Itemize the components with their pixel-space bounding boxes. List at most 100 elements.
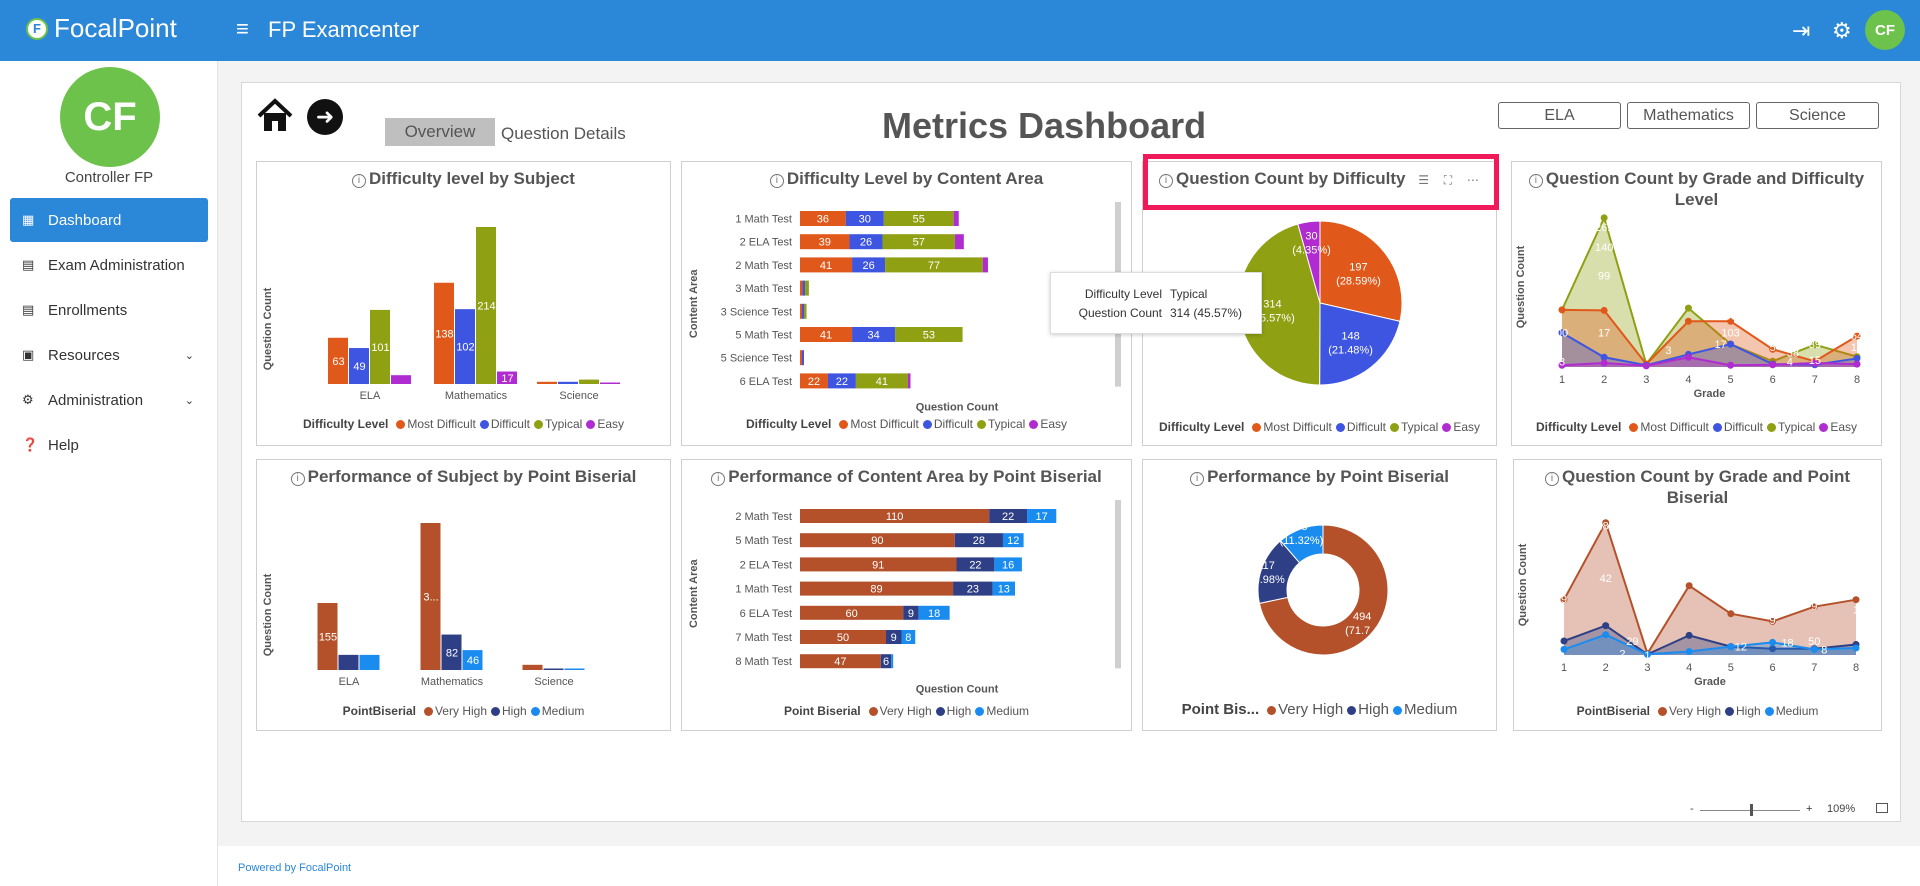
info-icon[interactable]: i (290, 472, 305, 486)
chart-card-subject-by-point-biserial[interactable]: i Performance of Subject by Point Biseria… (256, 459, 671, 731)
bar (391, 375, 411, 384)
data-label: 50 (837, 632, 849, 644)
chart-legend: Difficulty Level Most Difficult Difficult T… (1512, 420, 1881, 434)
legend-entry[interactable]: Medium (1775, 704, 1819, 718)
subject-button-mathematics[interactable]: Mathematics (1627, 102, 1750, 129)
home-icon[interactable] (256, 97, 294, 135)
legend-entry[interactable]: Difficult (1723, 420, 1763, 434)
legend-entry[interactable]: Most Difficult (850, 417, 919, 431)
info-icon[interactable]: i (1528, 174, 1543, 188)
legend-entry[interactable]: Very High (434, 704, 487, 718)
zoom-out-button[interactable]: - (1690, 803, 1694, 815)
data-point (1727, 643, 1735, 651)
legend-entry[interactable]: High (946, 704, 972, 718)
chart-title: i Question Count by Grade and Point Biser… (1514, 466, 1881, 508)
series-line (1561, 308, 1858, 366)
legend-entry[interactable]: High (502, 704, 527, 718)
legend-entry[interactable]: Typical (987, 417, 1026, 431)
bar (954, 533, 1003, 548)
tab-overview[interactable]: Overview (385, 118, 495, 146)
series-line (1563, 520, 1857, 656)
legend-entry[interactable]: Typical (1400, 420, 1439, 434)
chart-legend: Difficulty Level Most Difficult Difficult T… (1143, 420, 1496, 434)
sidebar-item-label: Enrollments (48, 301, 128, 319)
data-point (1769, 645, 1777, 653)
fit-to-page-icon[interactable] (1876, 803, 1888, 813)
brand-logo[interactable]: F FocalPoint (26, 13, 177, 44)
more-options-icon[interactable]: ⋯ (1466, 173, 1479, 187)
chart-card-grade-and-difficulty[interactable]: i Question Count by Grade and Difficulty … (1511, 161, 1882, 446)
data-label: 49 (353, 361, 365, 373)
bar (420, 523, 441, 670)
legend-entry[interactable]: Very High (1668, 704, 1721, 718)
menu-icon[interactable]: ≡ (236, 16, 249, 41)
legend-entry[interactable]: Most Difficult (1640, 420, 1709, 434)
data-label: 89 (870, 584, 882, 596)
info-icon[interactable]: i (1159, 174, 1173, 188)
legend-entry[interactable]: Typical (544, 417, 583, 431)
legend-entry[interactable]: Medium (541, 704, 585, 718)
chart-card-grade-and-point-biserial[interactable]: i Question Count by Grade and Point Biser… (1513, 459, 1882, 731)
legend-title: Difficulty Level (746, 417, 832, 431)
sidebar-item-administration[interactable]: ⚙ Administration ⌄ (10, 378, 208, 422)
focus-mode-icon[interactable]: ⛶ (1443, 173, 1453, 187)
sidebar-item-dashboard[interactable]: ▦ Dashboard (10, 198, 208, 242)
sidebar-item-enrollments[interactable]: ▤ Enrollments (10, 288, 208, 332)
chart-card-difficulty-by-subject[interactable]: i Difficulty level by Subject Question Co… (256, 161, 671, 446)
tab-question-details[interactable]: Question Details (501, 124, 626, 143)
legend-entry[interactable]: Very High (1278, 701, 1344, 718)
legend-entry[interactable]: Easy (597, 417, 624, 431)
legend-entry[interactable]: Very High (879, 704, 932, 718)
legend-entry[interactable]: Difficult (933, 417, 973, 431)
filter-icon[interactable]: ☰ (1418, 173, 1429, 187)
tick-label: 5 Math Test (735, 535, 792, 547)
legend-entry[interactable]: High (1736, 704, 1761, 718)
legend-entry[interactable]: Medium (986, 704, 1030, 718)
legend-swatch (586, 420, 596, 429)
legend-entry[interactable]: Most Difficult (1263, 420, 1332, 434)
back-arrow-icon[interactable]: ➜ (307, 99, 343, 135)
zoom-slider-thumb[interactable] (1750, 804, 1753, 816)
tick-label: 2 (1603, 662, 1609, 674)
info-icon[interactable]: i (769, 174, 784, 188)
legend-entry[interactable]: High (1358, 701, 1390, 718)
info-icon[interactable]: i (352, 174, 367, 188)
data-label: 148 (1341, 331, 1359, 343)
bar (800, 280, 803, 296)
bar (800, 557, 957, 572)
legend-entry[interactable]: Easy (1453, 420, 1480, 434)
zoom-in-button[interactable]: + (1806, 803, 1813, 815)
data-label: 9 (1811, 601, 1817, 613)
legend-entry[interactable]: Difficult (1346, 420, 1386, 434)
legend-swatch (935, 707, 945, 716)
bar (852, 327, 896, 342)
info-icon[interactable]: i (1190, 472, 1205, 486)
sidebar-item-resources[interactable]: ▣ Resources ⌄ (10, 333, 208, 377)
data-label: 16.98% (1248, 574, 1286, 586)
subject-button-science[interactable]: Science (1756, 102, 1879, 129)
subject-button-ela[interactable]: ELA (1498, 102, 1621, 129)
legend-entry[interactable]: Typical (1777, 420, 1816, 434)
info-icon[interactable]: i (1544, 472, 1559, 486)
legend-entry[interactable]: Easy (1040, 417, 1067, 431)
info-icon[interactable]: i (711, 472, 726, 486)
data-label: (28.59%) (1336, 275, 1381, 287)
legend-entry[interactable]: Most Difficult (407, 417, 476, 431)
data-label: (21.48%) (1328, 345, 1373, 357)
legend-entry[interactable]: Medium (1404, 701, 1458, 718)
legend-entry[interactable]: Difficult (490, 417, 530, 431)
logout-icon[interactable]: ⇥ (1792, 18, 1811, 43)
chart-card-content-area-by-point-biserial[interactable]: i Performance of Content Area by Point Bi… (681, 459, 1132, 731)
sidebar-item-exam-administration[interactable]: ▤ Exam Administration (10, 243, 208, 287)
powered-by-link[interactable]: Powered by FocalPoint (238, 862, 352, 874)
data-label: 23 (967, 584, 979, 596)
settings-gear-icon[interactable]: ⚙ (1832, 18, 1852, 43)
chart-card-performance-by-point-biserial[interactable]: i Performance by Point Biserial 494 (71.7.… (1142, 459, 1497, 731)
sidebar-item-help[interactable]: ❓ Help (10, 423, 208, 467)
axis-title: Content Area (688, 269, 700, 339)
data-point (1600, 359, 1608, 367)
bar (537, 381, 557, 384)
legend-entry[interactable]: Easy (1830, 420, 1857, 434)
data-label: 57 (913, 237, 925, 249)
user-avatar[interactable]: CF (1865, 10, 1905, 50)
